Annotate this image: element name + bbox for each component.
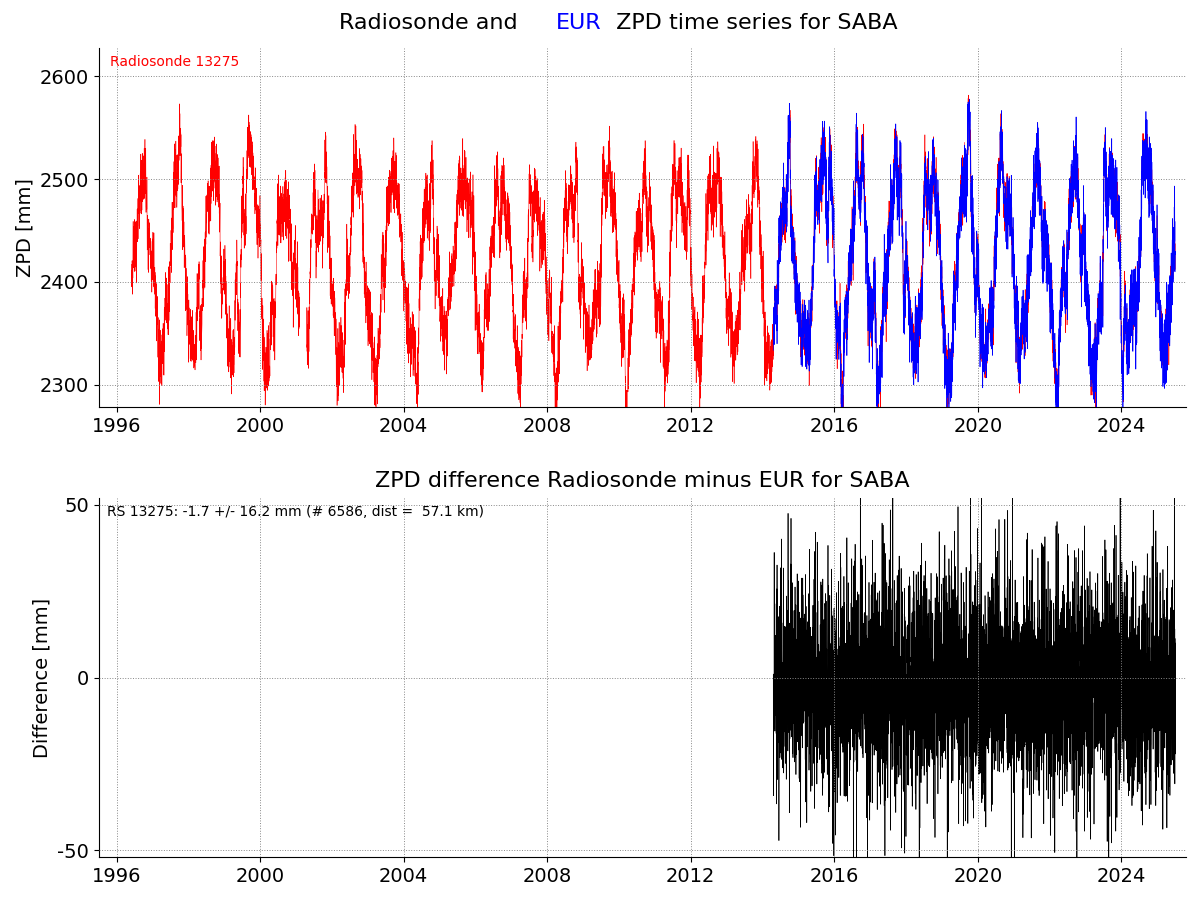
Y-axis label: Difference [mm]: Difference [mm] bbox=[32, 597, 52, 758]
Y-axis label: ZPD [mm]: ZPD [mm] bbox=[14, 178, 34, 277]
Title: ZPD difference Radiosonde minus EUR for SABA: ZPD difference Radiosonde minus EUR for … bbox=[375, 470, 909, 491]
Text: Radiosonde and: Radiosonde and bbox=[339, 14, 525, 33]
Text: Radiosonde 13275: Radiosonde 13275 bbox=[109, 55, 239, 68]
Text: RS 13275: -1.7 +/- 16.2 mm (# 6586, dist =  57.1 km): RS 13275: -1.7 +/- 16.2 mm (# 6586, dist… bbox=[107, 505, 484, 519]
Text: EUR: EUR bbox=[556, 14, 602, 33]
Text: ZPD time series for SABA: ZPD time series for SABA bbox=[609, 14, 897, 33]
